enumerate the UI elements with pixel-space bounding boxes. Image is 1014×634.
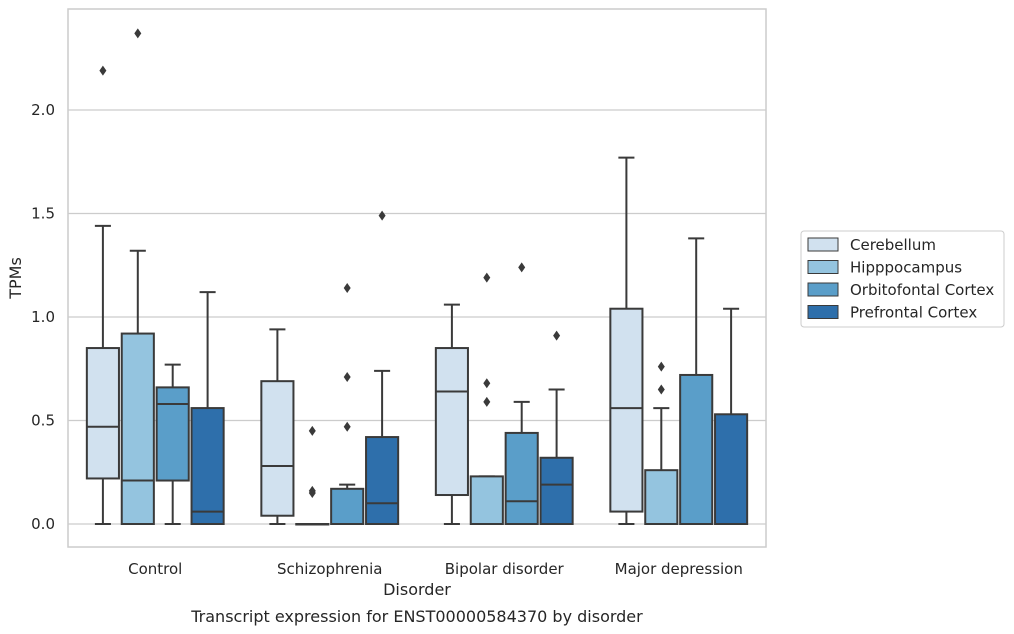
box-mark <box>469 272 504 526</box>
y-tick-label: 1.0 <box>31 308 55 326</box>
box-mark <box>330 283 365 525</box>
outlier-point <box>343 421 351 432</box>
box-body <box>504 431 539 526</box>
box-body <box>644 469 679 525</box>
x-tick-labels: Control Schizophrenia Bipolar disorder Majo… <box>128 560 743 578</box>
outlier-point <box>134 28 142 39</box>
y-tick-label: 2.0 <box>31 101 55 119</box>
box-body <box>679 373 714 525</box>
y-axis-title: TPMs <box>6 257 25 300</box>
box-series <box>85 28 749 526</box>
box-body <box>120 332 155 525</box>
outlier-point <box>657 361 665 372</box>
series-orbitofontal-cortex <box>155 237 714 526</box>
outlier-point <box>99 65 107 76</box>
box-body <box>434 347 469 497</box>
x-tick-label: Major depression <box>615 560 743 578</box>
box-mark <box>679 237 714 525</box>
box-mark <box>714 307 749 526</box>
outlier-point <box>343 372 351 383</box>
y-tick-label: 1.5 <box>31 205 55 223</box>
outlier-point <box>483 378 491 389</box>
y-tick-label: 0.0 <box>31 515 55 533</box>
series-hipppocampus <box>120 28 679 526</box>
box-mark <box>260 328 295 525</box>
outlier-point <box>308 425 316 436</box>
legend: Cerebellum Hipppocampus Orbitofontal Corte… <box>800 230 1005 328</box>
box-mark <box>539 330 574 526</box>
x-axis-title: Disorder <box>383 580 451 599</box>
box-body <box>365 436 400 525</box>
outlier-point <box>518 262 526 273</box>
legend-label: Hipppocampus <box>850 259 962 277</box>
legend-swatch <box>807 237 839 252</box>
outlier-point <box>657 384 665 395</box>
box-mark <box>190 291 225 525</box>
plot-frame <box>67 8 767 548</box>
x-tick-label: Bipolar disorder <box>445 560 565 578</box>
box-mark <box>155 363 190 525</box>
box-mark <box>644 361 679 525</box>
box-mark <box>434 303 469 525</box>
box-mark <box>85 65 120 525</box>
outlier-point <box>378 210 386 221</box>
legend-swatch <box>807 282 839 297</box>
legend-label: Orbitofontal Cortex <box>850 281 994 299</box>
outlier-point <box>483 272 491 283</box>
box-body <box>155 386 190 482</box>
box-body <box>539 456 574 526</box>
legend-label: Prefrontal Cortex <box>850 304 977 322</box>
outlier-point <box>483 396 491 407</box>
box-body <box>609 307 644 513</box>
box-mark <box>365 210 400 525</box>
box-mark <box>295 425 330 526</box>
box-body <box>714 413 749 526</box>
box-body <box>85 347 120 480</box>
box-body <box>190 407 225 525</box>
outlier-point <box>553 330 561 341</box>
series-prefrontal-cortex <box>190 210 749 526</box>
outlier-point <box>308 487 316 498</box>
series-cerebellum <box>85 65 644 525</box>
outlier-point <box>343 283 351 294</box>
chart-caption: Transcript expression for ENST0000058437… <box>190 607 643 626</box>
box-mark <box>504 262 539 526</box>
box-body <box>330 487 365 525</box>
box-body <box>469 475 504 526</box>
box-body <box>260 380 295 517</box>
x-tick-label: Control <box>128 560 182 578</box>
legend-frame <box>800 230 1005 328</box>
legend-swatch <box>807 305 839 319</box>
legend-label: Cerebellum <box>850 236 936 254</box>
y-tick-label: 0.5 <box>31 412 55 430</box>
x-tick-label: Schizophrenia <box>277 560 382 578</box>
box-mark <box>120 28 155 525</box>
y-tick-labels: 0.0 0.5 1.0 1.5 2.0 <box>31 101 55 533</box>
legend-swatch <box>807 260 839 274</box>
box-mark <box>609 156 644 525</box>
